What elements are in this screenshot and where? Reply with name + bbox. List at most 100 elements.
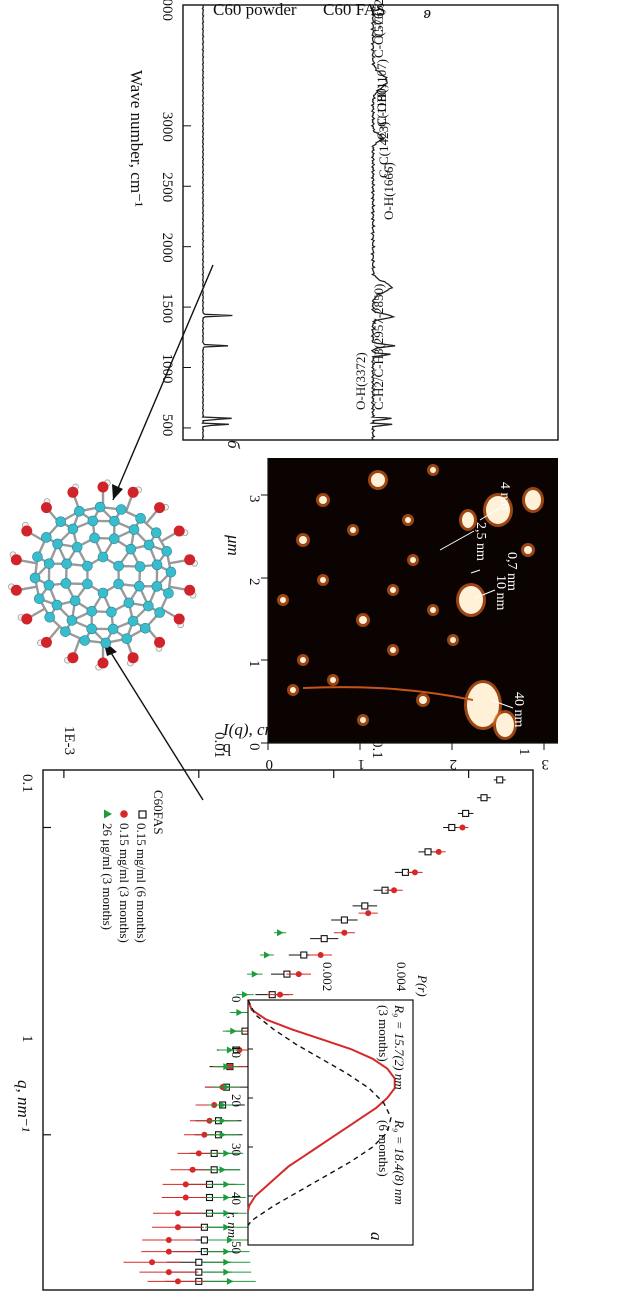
molecule-atom-c: [107, 623, 119, 635]
afm-pointer-4nm: [479, 506, 502, 521]
molecule-atom-o: [21, 613, 33, 625]
panel-a-sans-plot: q, nm⁻¹ I(q), cm⁻¹ 0.1 1 1 0.1 0.01 1E-3…: [14, 720, 534, 1291]
molecule-atom-c: [67, 523, 79, 535]
molecule-atom-c: [161, 545, 173, 557]
inset-curve-6-months: [247, 999, 392, 1226]
ir-xtick-label: 2500: [159, 172, 175, 202]
afm-label-25nm: 2,5 nm: [473, 522, 488, 561]
a-point-circle: [195, 1150, 202, 1157]
afm-pointer-07nm: [470, 569, 481, 574]
panel-b-afm-image: 40 nm 10 nm 0,7 nm 2,5 nm 4 nm 0 1 2 3 μ…: [223, 440, 558, 772]
afm-particle: [496, 713, 514, 737]
molecule-atom-c: [143, 600, 154, 612]
molecule-atom-c: [60, 578, 72, 589]
afm-tick-y-2: 2: [450, 756, 458, 772]
a-point-circle: [365, 910, 372, 917]
a-point-square: [361, 902, 369, 910]
molecule-atom-c: [32, 551, 43, 563]
ir-label-fas: C60 FAS: [323, 0, 386, 19]
ir-ticks: 4000 3000 2500 2000 1500 1000 500: [159, 0, 191, 436]
a-point-circle: [411, 869, 418, 876]
panel-letter-b-alt: б: [224, 440, 243, 449]
molecule-atom-c: [55, 516, 67, 528]
molecule-atom-c: [108, 533, 120, 544]
a-point-circle: [165, 1248, 172, 1255]
a-point-triangle: [223, 1149, 230, 1157]
afm-particle: [390, 647, 396, 653]
a-point-triangle: [223, 1194, 230, 1201]
molecule-atom-c: [61, 558, 72, 570]
molecule-atom-o: [10, 554, 22, 566]
molecule-atom-c: [52, 538, 63, 550]
molecule-atom-c: [87, 515, 99, 527]
molecule-atom-c: [44, 611, 56, 623]
afm-particle: [525, 490, 541, 510]
molecule-atom-o: [10, 584, 22, 596]
a-point-triangle: [226, 1046, 234, 1054]
molecule-atom-o: [40, 502, 52, 514]
panel-a-tick-y-0.1: 0.1: [369, 740, 385, 759]
ir-xtick-label: 2000: [159, 233, 175, 263]
a-point-square: [496, 776, 504, 784]
molecule-atom-c: [109, 515, 120, 527]
a-point-square: [448, 823, 456, 832]
legend-marker-square: [138, 810, 147, 819]
molecule-atom-c: [79, 635, 91, 646]
a-point-circle: [391, 887, 398, 894]
a-point-circle: [174, 1278, 181, 1285]
afm-tick-y-1: 1: [358, 756, 366, 772]
ir-label-powder: C60 powder: [213, 0, 297, 19]
ir-peak-cc1180: C-C(1180): [374, 84, 389, 140]
a-point-triangle: [223, 1248, 230, 1256]
ir-frame: [182, 4, 559, 441]
afm-particle: [390, 587, 396, 593]
afm-particle: [350, 527, 356, 533]
molecule-atom-c: [51, 599, 63, 611]
afm-particle: [371, 473, 385, 487]
molecule-atom-c: [33, 593, 45, 605]
a-point-circle: [182, 1194, 189, 1201]
a-point-square: [320, 935, 328, 943]
afm-pointer-25nm: [439, 530, 475, 551]
afm-tick-x-2: 2: [246, 578, 262, 586]
afm-particle: [319, 496, 327, 504]
a-point-circle: [182, 1181, 189, 1188]
ir-label-fas-text: C60 FAS: [323, 0, 386, 19]
ir-peak-cc576: C-C(576): [371, 8, 386, 58]
molecule-atom-c: [100, 637, 112, 649]
molecule-atom-o: [127, 486, 139, 498]
molecule-atom-c: [134, 561, 146, 572]
molecule-atom-c: [43, 579, 55, 591]
legend-title: C60FAS: [151, 790, 166, 835]
molecule-atom-c: [135, 513, 146, 524]
ir-trace-c60-fas: [369, 4, 396, 441]
molecule-atom-c: [115, 504, 127, 515]
a-point-triangle: [223, 1223, 230, 1231]
afm-particle: [462, 512, 474, 528]
molecule-atom-c: [154, 607, 165, 618]
afm-axes: [261, 458, 558, 750]
inset-label-3m-sub: (3 months): [376, 1005, 391, 1062]
afm-label-4nm: 4 nm: [497, 482, 512, 511]
a-point-square: [480, 794, 488, 802]
a-point-circle: [295, 971, 302, 978]
molecule-atom-c: [69, 595, 81, 607]
a-point-square: [424, 848, 432, 856]
a-point-circle: [435, 848, 442, 855]
panel-a-inset: 0 10 20 30 40 50 P(r) r, nm 0.004 0.002 R₉ = …: [225, 962, 430, 1254]
inset-xlabel: r, nm: [225, 1212, 240, 1238]
panel-letter-c: в: [423, 6, 431, 25]
molecule-atom-o: [67, 486, 79, 498]
molecule-atom-c: [163, 587, 174, 599]
molecule-atom-c: [94, 501, 106, 513]
molecule-atom-c: [89, 532, 100, 544]
molecule-atom-c: [73, 505, 85, 517]
molecule-atom-c: [82, 578, 93, 590]
afm-particle: [430, 607, 436, 613]
legend-marker-circle: [120, 810, 128, 818]
a-point-circle: [277, 991, 284, 998]
legend-entry-2: 0.15 mg/ml (3 months): [117, 823, 132, 943]
a-point-triangle: [223, 1063, 230, 1071]
molecule-atom-c: [71, 541, 83, 553]
a-point-circle: [189, 1166, 196, 1173]
